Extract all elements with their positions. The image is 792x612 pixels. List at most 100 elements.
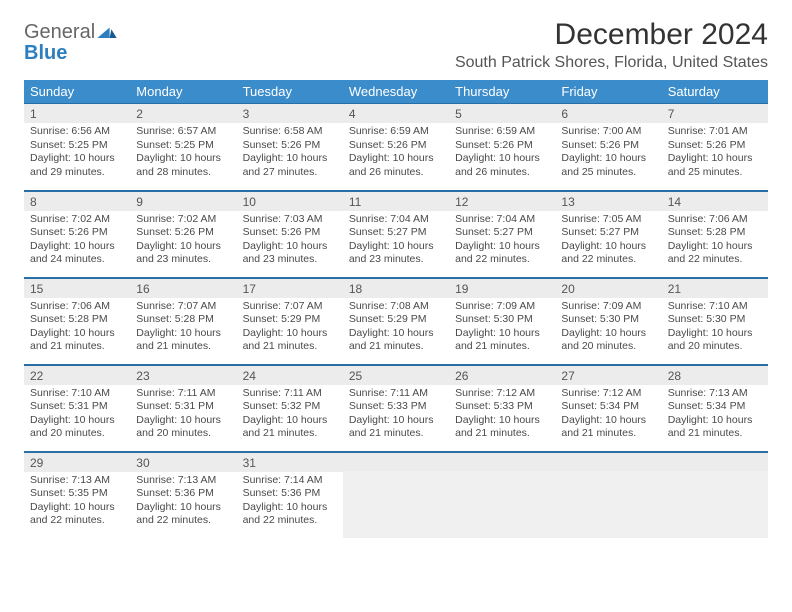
sunrise-text: Sunrise: 7:10 AM: [30, 387, 124, 401]
sunset-text: Sunset: 5:33 PM: [455, 400, 549, 414]
daylight-text: Daylight: 10 hours and 21 minutes.: [243, 327, 337, 354]
daylight-text: Daylight: 10 hours and 22 minutes.: [30, 501, 124, 528]
title-block: December 2024 South Patrick Shores, Flor…: [455, 18, 768, 72]
calendar-day-cell: 12Sunrise: 7:04 AMSunset: 5:27 PMDayligh…: [449, 190, 555, 277]
day-number: 20: [555, 279, 661, 298]
day-details: Sunrise: 6:59 AMSunset: 5:26 PMDaylight:…: [449, 123, 555, 184]
month-title: December 2024: [455, 18, 768, 52]
sunset-text: Sunset: 5:34 PM: [668, 400, 762, 414]
day-details: Sunrise: 7:13 AMSunset: 5:34 PMDaylight:…: [662, 385, 768, 446]
sunset-text: Sunset: 5:36 PM: [136, 487, 230, 501]
sunset-text: Sunset: 5:28 PM: [30, 313, 124, 327]
sunset-text: Sunset: 5:26 PM: [668, 139, 762, 153]
day-number: 6: [555, 104, 661, 123]
daylight-text: Daylight: 10 hours and 23 minutes.: [349, 240, 443, 267]
day-details: Sunrise: 7:12 AMSunset: 5:33 PMDaylight:…: [449, 385, 555, 446]
day-header: Monday: [130, 80, 236, 103]
calendar-day-cell: 25Sunrise: 7:11 AMSunset: 5:33 PMDayligh…: [343, 364, 449, 451]
day-header: Wednesday: [343, 80, 449, 103]
sunrise-text: Sunrise: 7:06 AM: [30, 300, 124, 314]
sunset-text: Sunset: 5:36 PM: [243, 487, 337, 501]
calendar-day-cell: 9Sunrise: 7:02 AMSunset: 5:26 PMDaylight…: [130, 190, 236, 277]
calendar-day-cell: 20Sunrise: 7:09 AMSunset: 5:30 PMDayligh…: [555, 277, 661, 364]
day-details: Sunrise: 7:09 AMSunset: 5:30 PMDaylight:…: [555, 298, 661, 359]
calendar-day-cell: 27Sunrise: 7:12 AMSunset: 5:34 PMDayligh…: [555, 364, 661, 451]
day-details: Sunrise: 7:01 AMSunset: 5:26 PMDaylight:…: [662, 123, 768, 184]
daylight-text: Daylight: 10 hours and 22 minutes.: [243, 501, 337, 528]
sunrise-text: Sunrise: 7:05 AM: [561, 213, 655, 227]
calendar-empty-cell: [449, 451, 555, 538]
calendar-day-cell: 8Sunrise: 7:02 AMSunset: 5:26 PMDaylight…: [24, 190, 130, 277]
day-details: Sunrise: 7:08 AMSunset: 5:29 PMDaylight:…: [343, 298, 449, 359]
calendar-day-cell: 17Sunrise: 7:07 AMSunset: 5:29 PMDayligh…: [237, 277, 343, 364]
location-subtitle: South Patrick Shores, Florida, United St…: [455, 54, 768, 72]
day-number: 24: [237, 366, 343, 385]
calendar-empty-cell: [343, 451, 449, 538]
day-details: Sunrise: 7:00 AMSunset: 5:26 PMDaylight:…: [555, 123, 661, 184]
calendar-day-cell: 26Sunrise: 7:12 AMSunset: 5:33 PMDayligh…: [449, 364, 555, 451]
day-number: 11: [343, 192, 449, 211]
calendar-day-cell: 31Sunrise: 7:14 AMSunset: 5:36 PMDayligh…: [237, 451, 343, 538]
sunrise-text: Sunrise: 7:04 AM: [349, 213, 443, 227]
sunset-text: Sunset: 5:27 PM: [455, 226, 549, 240]
day-details: Sunrise: 7:14 AMSunset: 5:36 PMDaylight:…: [237, 472, 343, 533]
daylight-text: Daylight: 10 hours and 21 minutes.: [136, 327, 230, 354]
daylight-text: Daylight: 10 hours and 20 minutes.: [136, 414, 230, 441]
day-number: 19: [449, 279, 555, 298]
daylight-text: Daylight: 10 hours and 29 minutes.: [30, 152, 124, 179]
day-number: 28: [662, 366, 768, 385]
calendar-day-cell: 7Sunrise: 7:01 AMSunset: 5:26 PMDaylight…: [662, 103, 768, 190]
day-number: 15: [24, 279, 130, 298]
daylight-text: Daylight: 10 hours and 21 minutes.: [561, 414, 655, 441]
sunset-text: Sunset: 5:25 PM: [136, 139, 230, 153]
sunrise-text: Sunrise: 7:09 AM: [455, 300, 549, 314]
sunset-text: Sunset: 5:31 PM: [136, 400, 230, 414]
day-number: 26: [449, 366, 555, 385]
sunset-text: Sunset: 5:26 PM: [455, 139, 549, 153]
calendar-day-cell: 21Sunrise: 7:10 AMSunset: 5:30 PMDayligh…: [662, 277, 768, 364]
day-number: 27: [555, 366, 661, 385]
sunrise-text: Sunrise: 7:07 AM: [243, 300, 337, 314]
calendar-day-cell: 23Sunrise: 7:11 AMSunset: 5:31 PMDayligh…: [130, 364, 236, 451]
day-details: Sunrise: 7:04 AMSunset: 5:27 PMDaylight:…: [343, 211, 449, 272]
calendar-day-cell: 22Sunrise: 7:10 AMSunset: 5:31 PMDayligh…: [24, 364, 130, 451]
day-details: Sunrise: 7:11 AMSunset: 5:31 PMDaylight:…: [130, 385, 236, 446]
calendar-day-cell: 18Sunrise: 7:08 AMSunset: 5:29 PMDayligh…: [343, 277, 449, 364]
day-number: 8: [24, 192, 130, 211]
day-number: 18: [343, 279, 449, 298]
day-details: Sunrise: 7:04 AMSunset: 5:27 PMDaylight:…: [449, 211, 555, 272]
calendar-week-row: 29Sunrise: 7:13 AMSunset: 5:35 PMDayligh…: [24, 451, 768, 538]
logo: GeneralBlue: [24, 18, 117, 64]
day-details: Sunrise: 7:07 AMSunset: 5:28 PMDaylight:…: [130, 298, 236, 359]
calendar-day-cell: 16Sunrise: 7:07 AMSunset: 5:28 PMDayligh…: [130, 277, 236, 364]
sunset-text: Sunset: 5:26 PM: [243, 226, 337, 240]
day-number: 23: [130, 366, 236, 385]
sunrise-text: Sunrise: 7:13 AM: [668, 387, 762, 401]
sunrise-text: Sunrise: 7:07 AM: [136, 300, 230, 314]
calendar-empty-cell: [662, 451, 768, 538]
calendar-day-cell: 1Sunrise: 6:56 AMSunset: 5:25 PMDaylight…: [24, 103, 130, 190]
calendar-day-cell: 6Sunrise: 7:00 AMSunset: 5:26 PMDaylight…: [555, 103, 661, 190]
calendar-day-cell: 10Sunrise: 7:03 AMSunset: 5:26 PMDayligh…: [237, 190, 343, 277]
sunset-text: Sunset: 5:34 PM: [561, 400, 655, 414]
sunset-text: Sunset: 5:26 PM: [30, 226, 124, 240]
sunset-text: Sunset: 5:29 PM: [243, 313, 337, 327]
day-number: 4: [343, 104, 449, 123]
calendar-empty-cell: [555, 451, 661, 538]
day-details: Sunrise: 7:11 AMSunset: 5:32 PMDaylight:…: [237, 385, 343, 446]
daylight-text: Daylight: 10 hours and 28 minutes.: [136, 152, 230, 179]
day-details: Sunrise: 7:06 AMSunset: 5:28 PMDaylight:…: [24, 298, 130, 359]
calendar-table: Sunday Monday Tuesday Wednesday Thursday…: [24, 80, 768, 538]
sunrise-text: Sunrise: 7:03 AM: [243, 213, 337, 227]
sunrise-text: Sunrise: 6:57 AM: [136, 125, 230, 139]
daylight-text: Daylight: 10 hours and 21 minutes.: [455, 327, 549, 354]
day-header: Tuesday: [237, 80, 343, 103]
calendar-day-cell: 28Sunrise: 7:13 AMSunset: 5:34 PMDayligh…: [662, 364, 768, 451]
day-details: Sunrise: 7:02 AMSunset: 5:26 PMDaylight:…: [130, 211, 236, 272]
calendar-day-cell: 11Sunrise: 7:04 AMSunset: 5:27 PMDayligh…: [343, 190, 449, 277]
calendar-week-row: 1Sunrise: 6:56 AMSunset: 5:25 PMDaylight…: [24, 103, 768, 190]
day-number: 13: [555, 192, 661, 211]
day-number: 22: [24, 366, 130, 385]
sunrise-text: Sunrise: 7:11 AM: [349, 387, 443, 401]
daylight-text: Daylight: 10 hours and 21 minutes.: [30, 327, 124, 354]
